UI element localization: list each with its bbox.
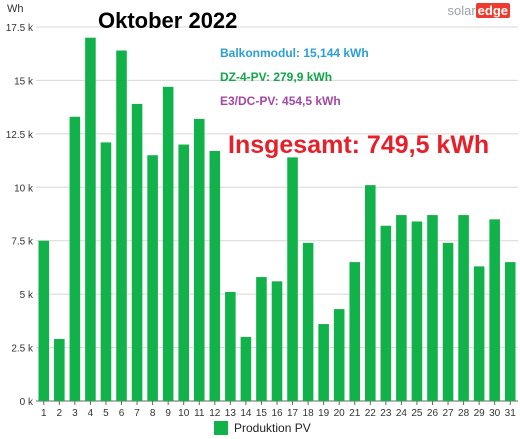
x-tick-label: 8 bbox=[150, 408, 156, 419]
y-tick-label: 7.5 k bbox=[11, 237, 34, 248]
x-tick-label: 14 bbox=[240, 408, 252, 419]
chart-title: Oktober 2022 bbox=[98, 8, 238, 33]
bar-day-12[interactable] bbox=[209, 150, 221, 401]
bar-day-2[interactable] bbox=[54, 339, 65, 401]
logo-edge-text: edge bbox=[475, 3, 510, 18]
x-tick-label: 16 bbox=[271, 408, 283, 419]
bar-day-11[interactable] bbox=[193, 118, 205, 401]
x-tick-label: 11 bbox=[194, 408, 205, 419]
y-tick-label: 0 k bbox=[20, 397, 34, 408]
bar-day-28[interactable] bbox=[458, 215, 469, 401]
bar-day-7[interactable] bbox=[131, 103, 143, 402]
bar-day-26[interactable] bbox=[427, 215, 438, 401]
x-tick-label: 1 bbox=[41, 408, 47, 419]
bar-day-6[interactable] bbox=[116, 50, 127, 401]
legend-label: Produktion PV bbox=[234, 421, 311, 435]
bar-day-18[interactable] bbox=[302, 242, 314, 401]
x-tick-label: 20 bbox=[334, 408, 346, 419]
x-axis-ticks: 1 2 3 4 5 6 7 8 9 10 11 12 13 14 15 16 17 18 19 20 21 22 23 24 2… bbox=[41, 401, 516, 419]
bar-day-17[interactable] bbox=[287, 157, 298, 401]
bar-day-22[interactable] bbox=[365, 185, 376, 401]
x-tick-label: 26 bbox=[427, 408, 439, 419]
x-tick-label: 18 bbox=[303, 408, 315, 419]
bar-day-23[interactable] bbox=[380, 225, 392, 401]
bar-day-20[interactable] bbox=[333, 309, 345, 401]
solaredge-logo: solar edge bbox=[447, 3, 510, 18]
bar-day-15[interactable] bbox=[256, 277, 267, 401]
x-tick-label: 3 bbox=[72, 408, 78, 419]
x-tick-label: 28 bbox=[458, 408, 470, 419]
bar-day-5[interactable] bbox=[100, 142, 112, 402]
x-tick-label: 9 bbox=[165, 408, 171, 419]
bar-day-29[interactable] bbox=[473, 266, 485, 401]
bar-day-1[interactable] bbox=[38, 240, 50, 401]
bar-day-4[interactable] bbox=[85, 37, 96, 401]
y-tick-label: 10 k bbox=[14, 183, 34, 194]
x-tick-label: 4 bbox=[88, 408, 94, 419]
x-tick-label: 17 bbox=[287, 408, 299, 419]
annotation-e3dc-pv: E3/DC-PV: 454,5 kWh bbox=[220, 94, 341, 108]
bar-day-25[interactable] bbox=[411, 221, 423, 401]
legend-swatch bbox=[214, 421, 228, 435]
bar-day-9[interactable] bbox=[162, 86, 174, 401]
bar-day-8[interactable] bbox=[147, 155, 158, 401]
bar-day-3[interactable] bbox=[69, 116, 81, 401]
y-tick-label: 12.5 k bbox=[6, 130, 34, 141]
bar-day-30[interactable] bbox=[489, 219, 500, 401]
y-tick-label: 5 k bbox=[20, 290, 34, 301]
x-tick-label: 15 bbox=[256, 408, 268, 419]
bar-day-14[interactable] bbox=[240, 336, 252, 401]
y-axis-ticks: 0 k 2.5 k 5 k 7.5 k 10 k 12.5 k 15 k 17.5 k bbox=[6, 23, 34, 408]
y-axis-unit: Wh bbox=[7, 3, 24, 15]
x-tick-label: 22 bbox=[365, 408, 377, 419]
x-tick-label: 31 bbox=[505, 408, 517, 419]
x-tick-label: 5 bbox=[103, 408, 109, 419]
x-tick-label: 19 bbox=[318, 408, 330, 419]
x-tick-label: 13 bbox=[225, 408, 237, 419]
x-tick-label: 24 bbox=[396, 408, 408, 419]
annotation-balkonmodul: Balkonmodul: 15,144 kWh bbox=[220, 46, 369, 60]
x-tick-label: 25 bbox=[411, 408, 423, 419]
x-tick-label: 7 bbox=[134, 408, 140, 419]
legend[interactable]: Produktion PV bbox=[214, 421, 311, 435]
bar-day-13[interactable] bbox=[225, 292, 236, 401]
x-tick-label: 23 bbox=[380, 408, 392, 419]
x-tick-label: 21 bbox=[349, 408, 361, 419]
bar-day-21[interactable] bbox=[349, 262, 361, 401]
x-tick-label: 10 bbox=[178, 408, 190, 419]
bar-day-27[interactable] bbox=[442, 242, 454, 401]
y-tick-label: 15 k bbox=[14, 76, 34, 87]
bar-day-31[interactable] bbox=[504, 262, 516, 401]
x-tick-label: 2 bbox=[57, 408, 63, 419]
x-tick-label: 6 bbox=[119, 408, 125, 419]
bars bbox=[38, 37, 516, 402]
bar-day-10[interactable] bbox=[178, 144, 189, 402]
bar-day-24[interactable] bbox=[396, 215, 407, 401]
logo-solar-text: solar bbox=[447, 3, 476, 18]
bar-day-16[interactable] bbox=[271, 281, 283, 401]
y-tick-label: 2.5 k bbox=[11, 344, 34, 355]
x-tick-label: 30 bbox=[489, 408, 501, 419]
x-tick-label: 12 bbox=[209, 408, 221, 419]
y-tick-label: 17.5 k bbox=[6, 23, 34, 34]
x-tick-label: 27 bbox=[442, 408, 454, 419]
annotation-dz4-pv: DZ-4-PV: 279,9 kWh bbox=[220, 70, 333, 84]
bar-day-19[interactable] bbox=[318, 324, 329, 401]
x-tick-label: 29 bbox=[474, 408, 486, 419]
annotation-total: Insgesamt: 749,5 kWh bbox=[228, 131, 490, 159]
